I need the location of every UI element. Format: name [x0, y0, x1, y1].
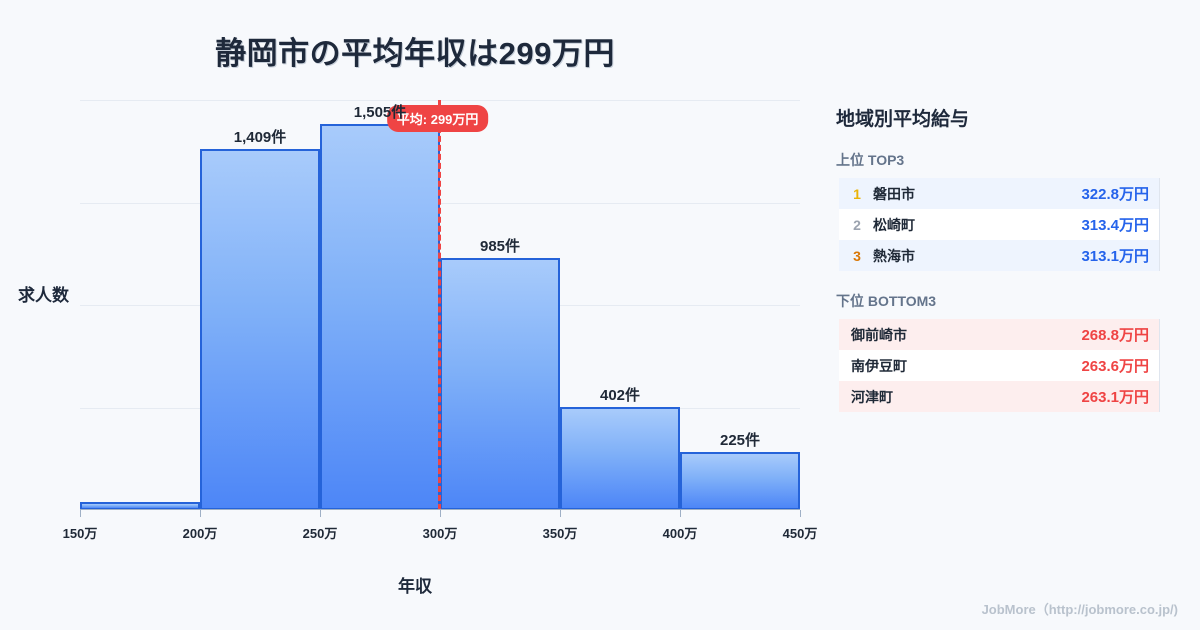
plot-area [80, 100, 800, 510]
bar [200, 148, 320, 510]
top3-row[interactable]: 2 松崎町 313.4万円 [839, 209, 1159, 240]
x-tick-label: 150万 [62, 526, 98, 541]
rank-number: 1 [853, 185, 861, 202]
top3-table: 1 磐田市 322.8万円 2 松崎町 313.4万円 3 熱海市 313.1万円 [839, 178, 1160, 271]
rank-number: 3 [853, 247, 861, 264]
rank-number: 2 [853, 216, 861, 233]
region-salary-value: 313.1万円 [1081, 248, 1149, 265]
x-tick-mark [200, 510, 201, 517]
x-tick-mark [320, 510, 321, 517]
average-badge: 平均: 299万円 [386, 105, 489, 132]
region-name: 磐田市 [873, 185, 915, 202]
x-tick-mark [80, 510, 81, 517]
region-salary-value: 263.6万円 [1081, 358, 1149, 375]
region-name: 御前崎市 [851, 326, 907, 343]
x-tick-label: 400万 [662, 526, 698, 541]
top3-row[interactable]: 3 熱海市 313.1万円 [839, 240, 1159, 271]
bar-value-label: 1,409件 [233, 128, 287, 146]
x-axis-line [80, 509, 800, 510]
bar-value-label: 225件 [719, 432, 761, 450]
side-panel-title: 地域別平均給与 [836, 109, 970, 130]
region-name: 熱海市 [873, 247, 915, 264]
bottom3-table: 御前崎市 268.8万円南伊豆町 263.6万円河津町 263.1万円 [839, 319, 1160, 412]
region-name: 河津町 [851, 388, 893, 405]
region-salary-value: 263.1万円 [1081, 389, 1149, 406]
bar [560, 407, 680, 510]
y-axis-label: 求人数 [18, 286, 69, 305]
bar [440, 257, 560, 510]
bottom3-row[interactable]: 御前崎市 268.8万円 [839, 319, 1159, 350]
x-tick-mark [800, 510, 801, 517]
bar [320, 124, 440, 510]
region-name: 南伊豆町 [851, 357, 907, 374]
region-salary-value: 268.8万円 [1081, 327, 1149, 344]
chart-panel: 静岡市の平均年収は299万円 求人数 年収 平均: 299万円 1,409件 1,… [18, 36, 818, 596]
x-tick-label: 350万 [542, 526, 578, 541]
top3-heading: 上位 TOP3 [836, 152, 905, 168]
bar-value-label: 402件 [599, 386, 641, 404]
bar-value-label: 1,505件 [353, 104, 407, 122]
bottom3-heading: 下位 BOTTOM3 [836, 293, 937, 309]
bar-value-label: 985件 [479, 237, 521, 255]
x-tick-mark [440, 510, 441, 517]
region-salary-value: 322.8万円 [1081, 186, 1149, 203]
x-tick-label: 300万 [422, 526, 458, 541]
x-axis-label: 年収 [398, 577, 432, 596]
top3-row[interactable]: 1 磐田市 322.8万円 [839, 178, 1159, 209]
region-name: 松崎町 [873, 216, 915, 233]
bar [680, 452, 800, 510]
bottom3-row[interactable]: 河津町 263.1万円 [839, 381, 1159, 412]
region-salary-value: 313.4万円 [1081, 217, 1149, 234]
bottom3-row[interactable]: 南伊豆町 263.6万円 [839, 350, 1159, 381]
x-tick-mark [680, 510, 681, 517]
average-line [437, 100, 441, 510]
regional-salary-panel: 地域別平均給与 上位 TOP3 1 磐田市 322.8万円 2 松崎町 313.4万円 3 熱… [836, 0, 1200, 630]
watermark: JobMore（http://jobmore.co.jp/) [981, 602, 1178, 617]
x-tick-label: 450万 [782, 526, 818, 541]
x-tick-mark [560, 510, 561, 517]
x-tick-label: 200万 [182, 526, 218, 541]
x-tick-label: 250万 [302, 526, 338, 541]
page-title: 静岡市の平均年収は299万円 [215, 36, 615, 71]
